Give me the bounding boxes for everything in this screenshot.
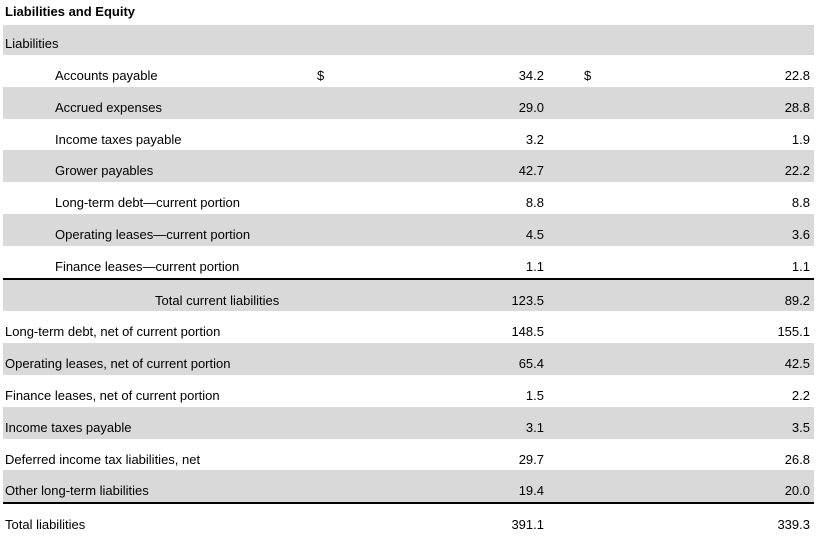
value-col-2: 28.8	[784, 99, 810, 115]
row-label: Operating leases—current portion	[55, 226, 251, 242]
value-col-2: 8.8	[791, 195, 810, 211]
liabilities-table: Accounts payable $ $34.2 22.8 Accrued expens…	[3, 55, 814, 536]
row-label: Income taxes payable	[55, 131, 182, 147]
value-col-2: 1.1	[791, 258, 810, 274]
table-row: Long-term debt—current portion 8.8 8.8	[3, 182, 814, 214]
value-col-1: 3.1	[525, 419, 544, 435]
value-col-2: 89.2	[784, 292, 810, 308]
value-col-1: 29.0	[518, 99, 544, 115]
value-col-1: 8.8	[525, 195, 544, 211]
row-label: Long-term debt, net of current portion	[5, 324, 221, 340]
row-label: Accrued expenses	[55, 99, 162, 115]
value-col-1: 3.2	[525, 131, 544, 147]
table-row: Grower payables 42.7 22.2	[3, 150, 814, 183]
value-col-1: 391.1	[511, 517, 544, 533]
liabilities-header: Liabilities	[3, 25, 814, 55]
value-col-2: 1.9	[791, 131, 810, 147]
table-row: Total current liabilities 123.5 89.2	[3, 277, 814, 312]
row-label: Total current liabilities	[155, 292, 280, 308]
section-title: Liabilities and Equity	[5, 4, 136, 19]
row-label: Long-term debt—current portion	[55, 195, 240, 211]
table-row: Finance leases—current portion 1.1 1.1	[3, 246, 814, 278]
value-col-2: 2.2	[791, 387, 810, 403]
row-label: Finance leases—current portion	[55, 258, 240, 274]
value-col-1: 19.4	[518, 483, 544, 499]
value-col-2: 339.3	[777, 517, 810, 533]
value-col-2: 26.8	[784, 451, 810, 467]
currency-symbol: $	[317, 68, 325, 83]
table-row: Operating leases, net of current portion…	[3, 343, 814, 375]
row-label: Total liabilities	[5, 517, 86, 533]
row-label: Finance leases, net of current portion	[5, 387, 220, 403]
currency-symbol: $	[584, 68, 592, 83]
value-col-1: 65.4	[518, 356, 544, 372]
table-row: Total liabilities 391.1 339.3	[3, 502, 814, 536]
value-col-2: 22.2	[784, 163, 810, 179]
table-row: Finance leases, net of current portion 1.…	[3, 375, 814, 407]
row-label: Other long-term liabilities	[5, 483, 149, 499]
table-row: Income taxes payable 3.2 1.9	[3, 119, 814, 151]
table-row: Long-term debt, net of current portion 14…	[3, 311, 814, 343]
table-row: Deferred income tax liabilities, net 29.7…	[3, 439, 814, 471]
value-col-2: 3.5	[791, 419, 810, 435]
table-row: Operating leases—current portion 4.5 3.6	[3, 213, 814, 246]
value-col-1: 1.1	[525, 258, 544, 274]
value-col-2: 3.6	[791, 226, 810, 242]
value-col-2: 155.1	[777, 324, 810, 340]
table-row: Income taxes payable 3.1 3.5	[3, 406, 814, 439]
row-label: Grower payables	[55, 163, 154, 179]
row-label: Operating leases, net of current portion	[5, 356, 231, 372]
value-col-2: 22.8	[784, 68, 810, 83]
row-label: Income taxes payable	[5, 419, 132, 435]
row-label: Accounts payable	[55, 68, 158, 83]
value-col-1: 123.5	[511, 292, 544, 308]
table-row: Accrued expenses 29.0 28.8	[3, 86, 814, 119]
value-col-2: 20.0	[784, 483, 810, 499]
value-col-1: 42.7	[518, 163, 544, 179]
value-col-1: 148.5	[511, 324, 544, 340]
value-col-1: 34.2	[518, 68, 544, 83]
value-col-1: 29.7	[518, 451, 544, 467]
row-label: Deferred income tax liabilities, net	[5, 451, 201, 467]
table-row: Other long-term liabilities 19.4 20.0	[3, 470, 814, 503]
value-col-1: 1.5	[525, 387, 544, 403]
liabilities-header-label: Liabilities	[5, 36, 59, 51]
table-row: Accounts payable $ $34.2 22.8	[3, 55, 814, 87]
value-col-1: 4.5	[525, 226, 544, 242]
value-col-2: 42.5	[784, 356, 810, 372]
